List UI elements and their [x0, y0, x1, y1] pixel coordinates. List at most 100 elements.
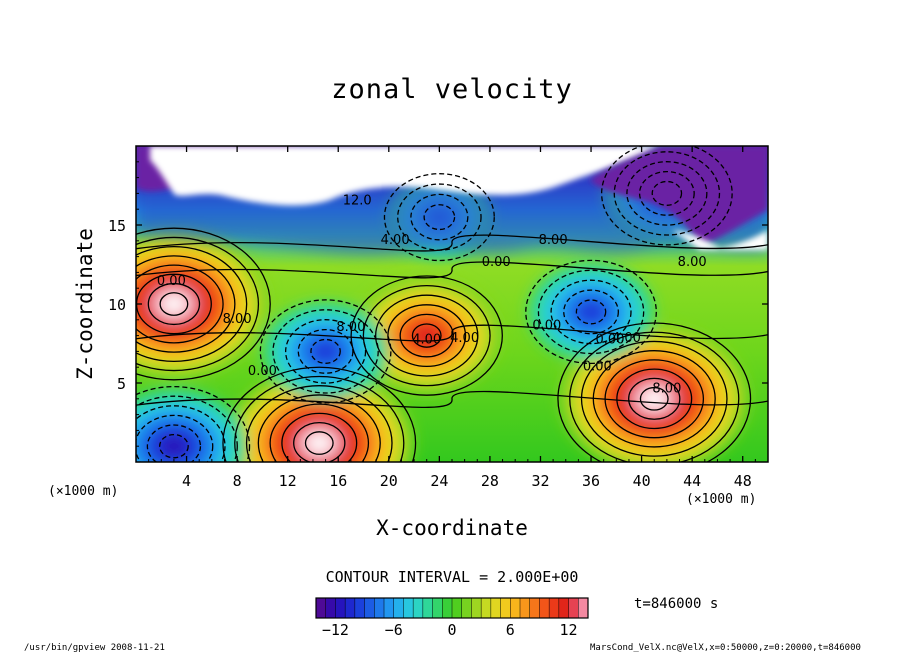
colorbar-cell [539, 598, 550, 618]
colorbar-cell [461, 598, 472, 618]
contour-line [136, 395, 238, 462]
contour-line [375, 294, 479, 377]
contour-line [304, 431, 334, 455]
colorbar-cell [364, 598, 375, 618]
contour-line [651, 180, 683, 206]
y-tick-label: 5 [117, 375, 126, 393]
colorbar-tick-label: 0 [447, 621, 456, 639]
contour-line [293, 421, 346, 462]
footer-right: MarsCond_VelX.nc@VelX,x=0:50000,z=0:2000… [590, 643, 861, 653]
colorbar-cell [529, 598, 540, 618]
x-axis-label: X-coordinate [376, 516, 528, 540]
contour-line [575, 299, 607, 325]
x-tick-label: 16 [329, 472, 347, 490]
y-tick-label: 10 [108, 296, 126, 314]
x-tick-label: 12 [279, 472, 297, 490]
x-tick-label: 20 [380, 472, 398, 490]
contour-label: 8.00 [539, 233, 568, 248]
contour-line [563, 289, 619, 335]
x-tick-label: 44 [683, 472, 701, 490]
contour-labels: 12.04.00 8.000.000.008.004.000.000.008.00… [157, 193, 707, 396]
contour-line [269, 403, 370, 462]
contour-line [136, 255, 236, 353]
contour-zero-line [136, 261, 768, 279]
contour-line [550, 279, 632, 345]
colorbar-cell [481, 598, 492, 618]
footer-left: /usr/bin/gpview 2008-11-21 [24, 643, 165, 653]
colorbar-cell [452, 598, 463, 618]
contour-line [525, 259, 657, 365]
contour-zero-line [136, 390, 768, 409]
colorbar-cell [354, 598, 366, 618]
contour-line [626, 161, 708, 226]
contour-line [310, 338, 341, 364]
contour-label: 0.00 [532, 318, 561, 333]
contour-line [159, 292, 189, 316]
contour-line [628, 377, 681, 420]
y-axis: 5 10 15 [108, 161, 768, 447]
contour-line [222, 366, 417, 462]
contour-line [383, 173, 495, 262]
contour-line [159, 433, 189, 459]
contour-line [639, 386, 669, 411]
contour-line [362, 284, 491, 387]
contour-label: 8.00 [652, 381, 681, 396]
contour-line [136, 405, 226, 462]
contour-label: 8.00 [336, 320, 365, 335]
contour-label: 4.00 [381, 233, 410, 248]
no-data-region [150, 146, 660, 206]
contour-label: 0.00 [596, 333, 625, 348]
field-blob [307, 433, 332, 453]
contour-label: 0.00 [482, 255, 511, 270]
contour-line [297, 328, 354, 374]
x-tick-label: 40 [633, 472, 651, 490]
contour-line [411, 323, 442, 348]
contour-line [613, 151, 721, 236]
contour-line [136, 227, 271, 381]
contour-line [284, 319, 367, 384]
contour-line [387, 304, 467, 368]
colorbar-cell [384, 598, 395, 618]
time-label: t=846000 s [634, 596, 719, 612]
contour-line [423, 204, 456, 231]
contour-line [234, 375, 405, 462]
colorbar-cell [374, 598, 385, 618]
x-tick-label: 48 [734, 472, 752, 490]
colorbar-tick-label: −6 [385, 621, 403, 639]
contour-line [146, 424, 202, 462]
x-tick-label: 28 [481, 472, 499, 490]
contour-interval: CONTOUR INTERVAL = 2.000E+00 [325, 568, 579, 586]
x-tick-label: 32 [531, 472, 549, 490]
contour-line [281, 412, 358, 462]
colorbar-cell [578, 598, 589, 618]
field-blob [161, 436, 187, 456]
x-tick-label: 36 [582, 472, 600, 490]
colorbar-cell [422, 598, 434, 618]
colorbar-cell [393, 598, 404, 618]
x-tick-label: 24 [430, 472, 448, 490]
contour-label: 8.00 [223, 312, 252, 327]
contour-line [537, 269, 645, 355]
colorbar-cell [403, 598, 414, 618]
colorbar-cell [558, 598, 570, 618]
x-unit-left: (×1000 m) [48, 484, 119, 499]
contour-line [257, 394, 381, 462]
chart-title: zonal velocity [331, 74, 573, 105]
contour-label: 0.00 [248, 364, 277, 379]
contour-line [136, 236, 260, 372]
contour-line [136, 385, 251, 462]
contour-zero-line [136, 324, 768, 342]
colorbar-cell [510, 598, 521, 618]
x-unit-right: (×1000 m) [686, 492, 757, 507]
colorbar-cell [549, 598, 560, 618]
colorbar-cell [335, 598, 346, 618]
contour-line [136, 414, 214, 462]
field-blob [578, 302, 604, 322]
contour-line [580, 340, 728, 457]
colorbar-tick-label: −12 [322, 621, 349, 639]
contour-line [259, 299, 392, 404]
colorbar-cell [568, 598, 579, 618]
x-axis: 4 8 12 16 20 24 28 32 36 40 44 48 [148, 146, 756, 490]
colorbar [315, 597, 589, 619]
